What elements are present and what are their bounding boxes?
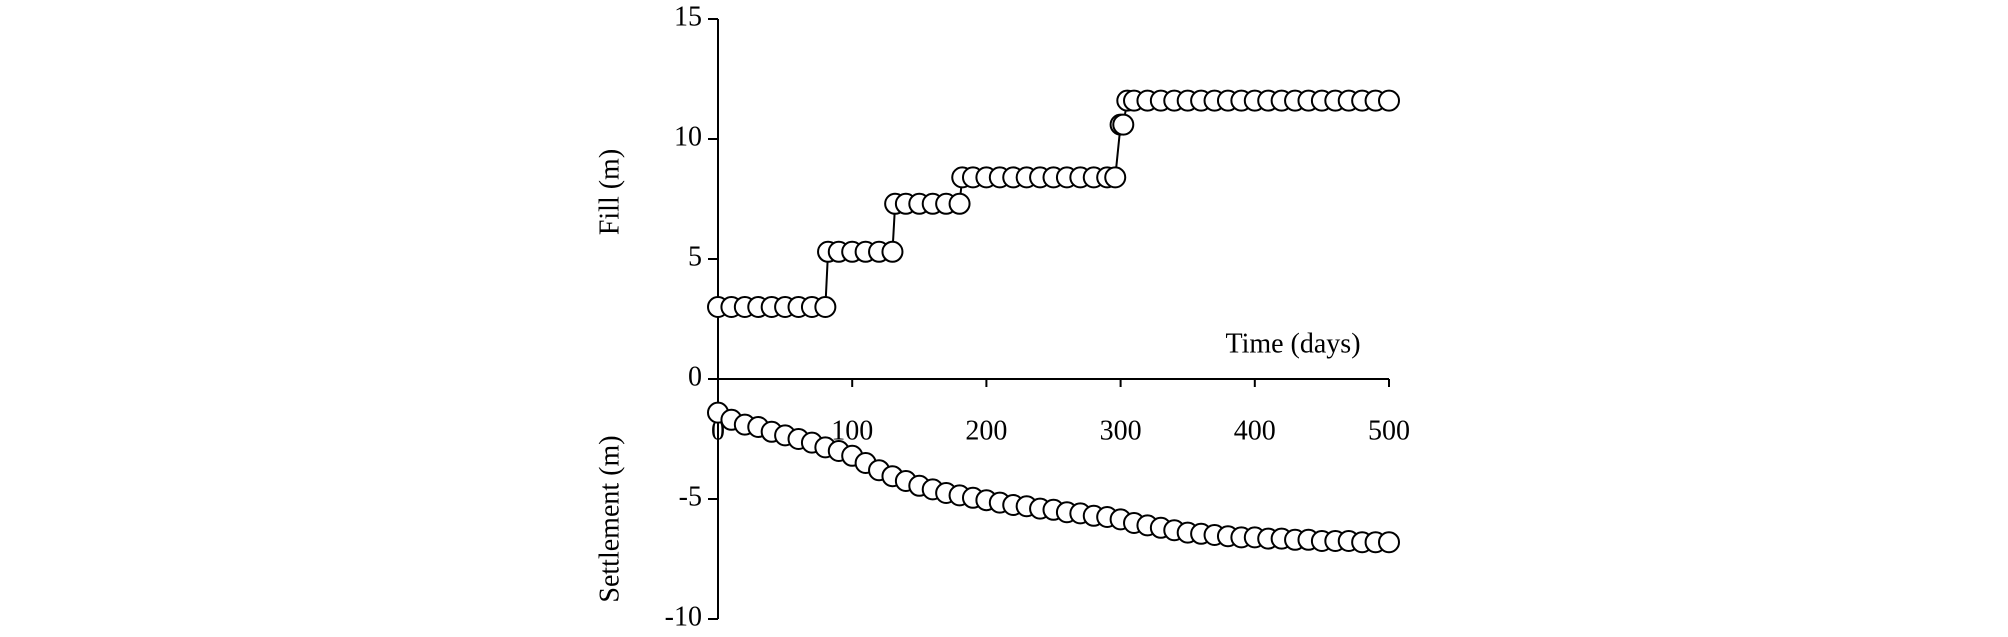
x-tick-label: 500 <box>1368 415 1410 446</box>
series-line <box>718 99 1389 308</box>
data-point <box>881 240 904 263</box>
y-tick-label: -10 <box>665 601 702 632</box>
y-tick-label: 10 <box>674 121 702 152</box>
data-point <box>948 192 971 215</box>
x-axis-label: Time (days) <box>1225 328 1360 359</box>
data-point <box>1112 113 1135 136</box>
data-point <box>814 296 837 318</box>
y-axis-label: Fill (m) <box>594 149 625 235</box>
y-tick-label: 5 <box>688 241 702 272</box>
y-axis-label: Settlement (m) <box>594 435 625 602</box>
data-point <box>1378 89 1400 112</box>
y-tick-label: 0 <box>688 361 702 392</box>
data-point <box>1378 531 1400 554</box>
x-tick-label: 400 <box>1234 415 1276 446</box>
x-tick-label: 300 <box>1100 415 1142 446</box>
data-point <box>1104 166 1127 189</box>
y-tick-label: -5 <box>679 481 702 512</box>
y-tick-label: 15 <box>674 1 702 32</box>
x-tick-label: 200 <box>965 415 1007 446</box>
